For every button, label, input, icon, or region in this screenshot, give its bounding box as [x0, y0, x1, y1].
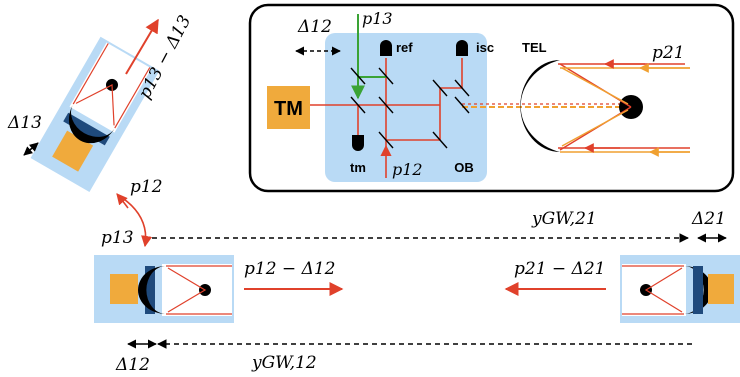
delta12-bottom-label: Δ12 — [115, 355, 150, 375]
delta13-arrow — [23, 142, 39, 156]
spacecraft-1 — [94, 255, 234, 323]
optical-bench — [325, 33, 487, 182]
p21-minus-delta21-label: p21 − Δ21 — [514, 259, 605, 279]
p12-left-label: p12 — [130, 177, 163, 197]
tm-photodetector — [352, 135, 364, 151]
isc-photodetector — [456, 40, 468, 56]
sc1-mount — [145, 266, 155, 314]
sc1-telescope-tube — [162, 264, 232, 316]
spacecraft-2 — [620, 255, 740, 323]
p13-left-label: p13 — [101, 228, 134, 248]
tel-label: TEL — [522, 40, 547, 55]
p12-minus-delta12-label: p12 − Δ12 — [244, 259, 335, 279]
isc-label: isc — [476, 40, 494, 55]
sc1-beams — [167, 267, 207, 313]
ygw12-label: yGW,12 — [251, 353, 317, 373]
p13-top-label: p13 — [362, 9, 393, 28]
sc3-tube-edge-b — [114, 67, 151, 129]
sc1-test-mass — [110, 274, 138, 304]
beam-splitters — [350, 67, 470, 149]
ref-label: ref — [396, 40, 413, 55]
p12-inner-label: p12 — [392, 160, 423, 179]
p13-minus-delta13-label: p13 − Δ13 — [135, 12, 196, 102]
spacecraft-3 — [30, 36, 160, 192]
sc1-telescope-mirror — [138, 266, 166, 314]
tm-label: tm — [350, 160, 366, 175]
ob-label: OB — [454, 160, 474, 175]
p21-top-label: p21 — [652, 43, 685, 63]
test-mass-label: TM — [274, 98, 303, 120]
sc3-telescope-mirror — [68, 104, 115, 144]
sc2-mount — [693, 266, 703, 314]
ygw21-label: yGW,21 — [531, 209, 597, 229]
sc2-test-mass — [708, 274, 734, 304]
delta13-label: Δ13 — [7, 113, 42, 133]
ref-photodetector — [380, 40, 392, 56]
detail-panel: TM ref — [248, 3, 735, 193]
test-mass-box — [267, 86, 310, 129]
sc2-telescope-mirror — [684, 266, 712, 314]
sc2-beams — [644, 267, 683, 313]
p13-minus-delta13-arrow — [125, 18, 159, 75]
delta12-top-label: Δ12 — [297, 17, 332, 37]
sc3-beams — [75, 83, 115, 126]
p12-curved-arrow-start — [116, 193, 129, 209]
sc3-tube-edge-a — [72, 43, 109, 105]
telescope-beams — [558, 59, 690, 157]
delta21-label: Δ21 — [691, 209, 726, 229]
